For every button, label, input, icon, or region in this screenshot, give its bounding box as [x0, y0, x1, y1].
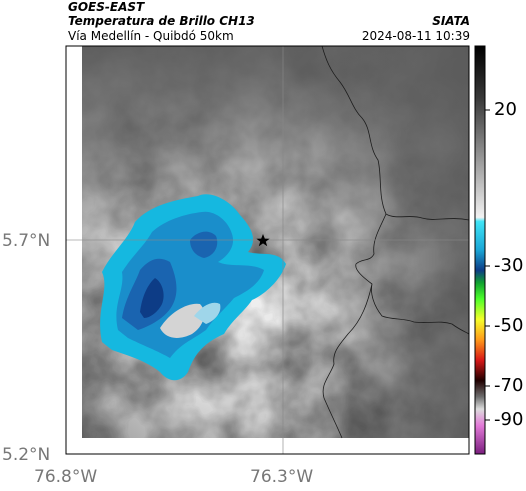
colorbar-tick-minus30: -30 — [494, 255, 524, 276]
coastline — [321, 45, 470, 439]
star-icon — [256, 234, 270, 247]
org-label: SIATA — [432, 14, 470, 28]
colorbar-tick-minus90: -90 — [494, 409, 524, 430]
route-subtitle: Vía Medellín - Quibdó 50km — [68, 29, 234, 43]
lat-label-5-2: 5.2°N — [2, 445, 51, 465]
cloud-imagery — [82, 46, 469, 438]
datetime-label: 2024-08-11 10:39 — [361, 29, 470, 43]
colorbar-tick-minus50: -50 — [494, 315, 524, 336]
satellite-title: GOES-EAST — [68, 0, 145, 14]
lon-label-76-8: 76.8°W — [34, 467, 98, 487]
colorbar-tick-20: 20 — [494, 99, 517, 120]
lat-label-5-7: 5.7°N — [2, 231, 51, 251]
colorbar — [474, 45, 490, 455]
convective-storm — [100, 194, 286, 381]
colorbar-tick-minus70: -70 — [494, 375, 524, 396]
lon-label-76-3: 76.3°W — [250, 467, 314, 487]
map-frame — [65, 45, 470, 455]
product-title: Temperatura de Brillo CH13 — [68, 14, 255, 28]
